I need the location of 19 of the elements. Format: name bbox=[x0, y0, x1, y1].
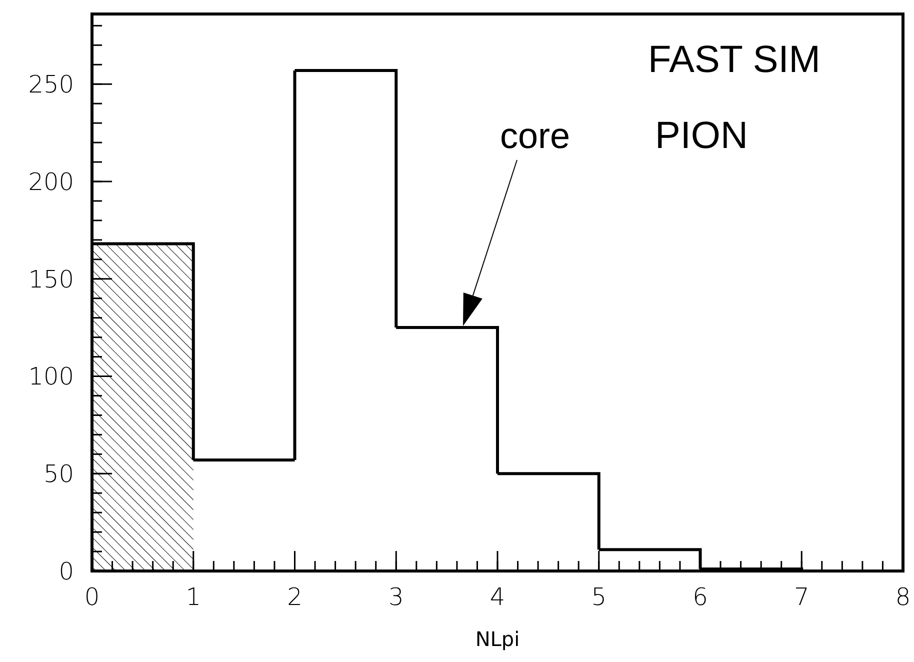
annotation: FAST SIM bbox=[648, 39, 820, 81]
x-tick-label: 3 bbox=[388, 583, 404, 611]
y-tick-label: 250 bbox=[28, 70, 74, 99]
x-tick-label: 0 bbox=[84, 583, 100, 611]
x-tick-label: 5 bbox=[591, 583, 607, 611]
y-tick-label: 200 bbox=[28, 168, 74, 196]
x-tick-label: 2 bbox=[287, 583, 302, 611]
x-tick-label: 7 bbox=[794, 583, 810, 611]
y-tick-label: 0 bbox=[58, 557, 74, 586]
y-tick-label: 50 bbox=[43, 460, 74, 488]
y-tick-label: 100 bbox=[28, 362, 74, 391]
x-tick-label: 4 bbox=[490, 583, 506, 611]
annotation: core bbox=[500, 115, 570, 156]
x-tick-label: 1 bbox=[186, 583, 202, 611]
annotation: PION bbox=[655, 115, 748, 157]
x-tick-label: 6 bbox=[692, 583, 708, 611]
x-tick-label: 8 bbox=[895, 583, 911, 611]
x-axis-title: NLpi bbox=[475, 627, 520, 651]
y-tick-label: 150 bbox=[28, 265, 74, 294]
